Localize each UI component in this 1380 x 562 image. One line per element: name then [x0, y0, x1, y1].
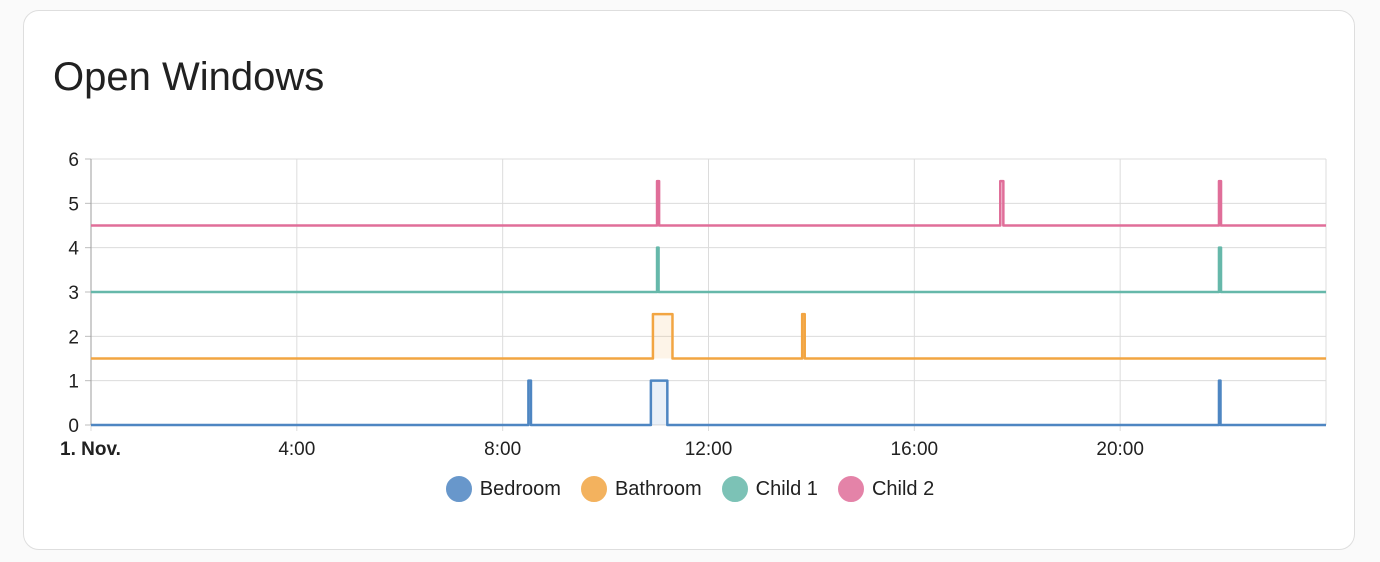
legend-swatch-icon — [580, 476, 607, 502]
legend-item-child-1[interactable]: Child 1 — [721, 476, 818, 502]
legend-label: Bedroom — [479, 477, 561, 500]
x-tick-label: 4:00 — [278, 439, 315, 460]
legend-swatch-icon — [721, 476, 748, 502]
legend-swatch-icon — [445, 476, 472, 502]
x-tick-label: 16:00 — [891, 439, 939, 460]
x-axis-ticks: 1. Nov. 4:00 8:00 12:00 16:00 20:00 — [60, 439, 1144, 460]
open-interval-fill — [528, 380, 531, 425]
x-tick-label: 1. Nov. — [60, 439, 121, 460]
open-interval-fill — [652, 314, 673, 359]
legend-swatch-icon — [837, 476, 864, 502]
open-interval-fill — [1000, 181, 1004, 226]
series-child-2[interactable] — [91, 179, 1326, 227]
y-tick-label: 1 — [68, 372, 79, 393]
x-tick-label: 8:00 — [484, 439, 521, 460]
history-card: Open Windows — [23, 10, 1355, 550]
x-tick-label: 20:00 — [1096, 439, 1144, 460]
series-line[interactable] — [91, 379, 1326, 427]
chart-legend[interactable]: Bedroom Bathroom Child 1 Child 2 — [0, 476, 1380, 502]
open-windows-chart[interactable]: 0 1 2 3 4 5 6 1. Nov. 4:00 8:00 12:00 16:00 20:00 — [0, 0, 1380, 470]
y-axis-ticks: 0 1 2 3 4 5 6 — [68, 150, 79, 437]
series-line[interactable] — [91, 246, 1326, 294]
y-tick-label: 0 — [68, 416, 79, 437]
y-tick-label: 6 — [68, 150, 79, 171]
legend-label: Bathroom — [614, 477, 702, 500]
series-line[interactable] — [91, 179, 1326, 227]
card-title: Open Windows — [53, 55, 325, 99]
series-line[interactable] — [91, 312, 1326, 360]
open-interval-fill — [802, 314, 805, 359]
y-tick-label: 3 — [68, 283, 79, 304]
open-interval-fill — [650, 380, 668, 425]
series-bathroom[interactable] — [91, 312, 1326, 360]
chart-series[interactable] — [91, 179, 1326, 427]
y-tick-label: 2 — [68, 327, 79, 348]
series-bedroom[interactable] — [91, 379, 1326, 427]
series-child-1[interactable] — [91, 246, 1326, 294]
y-tick-label: 5 — [68, 194, 79, 215]
chart-grid — [85, 158, 1327, 431]
legend-item-child-2[interactable]: Child 2 — [837, 476, 935, 502]
y-tick-label: 4 — [68, 239, 79, 260]
legend-label: Child 2 — [871, 477, 935, 500]
legend-label: Child 1 — [755, 477, 818, 500]
legend-item-bedroom[interactable]: Bedroom — [445, 476, 561, 502]
x-tick-label: 12:00 — [685, 439, 733, 460]
legend-item-bathroom[interactable]: Bathroom — [580, 476, 702, 502]
